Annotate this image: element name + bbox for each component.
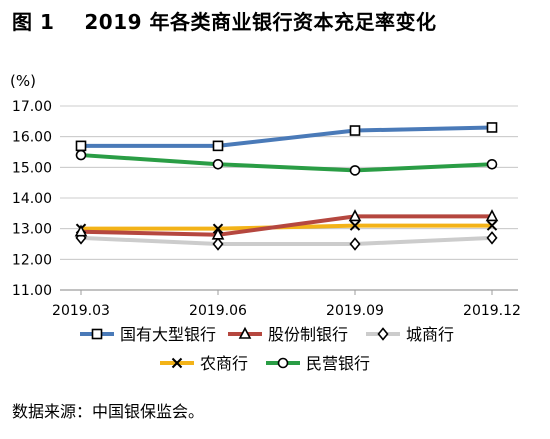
y-tick-label: 15.00 <box>12 160 52 176</box>
legend-label: 城商行 <box>406 325 454 344</box>
data-point-4 <box>349 165 361 176</box>
data-point-1 <box>211 227 225 240</box>
data-point-4 <box>212 158 224 170</box>
data-point-3-stroke <box>486 220 498 231</box>
data-point-2 <box>349 237 361 251</box>
data-point-2 <box>486 231 498 245</box>
data-point-1 <box>348 209 362 222</box>
legend-marker <box>277 357 289 369</box>
data-point-3 <box>349 220 361 231</box>
data-point-3 <box>486 220 498 231</box>
source-note: 数据来源：中国银保监会。 <box>12 402 205 421</box>
legend-item: 农商行 <box>160 354 248 373</box>
y-unit-label: (%) <box>10 72 36 90</box>
legend-marker <box>377 327 389 341</box>
data-point-1 <box>485 209 499 222</box>
legend-marker <box>171 357 183 369</box>
series-line-1 <box>80 214 492 237</box>
legend-item: 股份制银行 <box>228 325 348 344</box>
data-point-1 <box>74 224 88 237</box>
figure-title-text: 2019 年各类商业银行资本充足率变化 <box>84 10 437 34</box>
y-tick-label: 17.00 <box>12 99 52 115</box>
line-chart: (%) 11.00 12.00 13.00 14.00 15.00 16.00 17.00 20… <box>10 72 521 373</box>
y-tick-label: 12.00 <box>12 252 52 268</box>
data-point-4 <box>486 158 498 170</box>
x-tick-label: 2019.03 <box>52 303 110 319</box>
y-tick-label: 16.00 <box>12 130 52 146</box>
data-point-0 <box>212 140 224 152</box>
y-tick-label: 13.00 <box>12 222 52 238</box>
data-point-0 <box>349 125 361 136</box>
series-line-4 <box>80 153 493 173</box>
x-tick-label: 2019.06 <box>189 303 247 319</box>
legend-marker <box>91 328 103 340</box>
legend-label: 农商行 <box>200 354 248 373</box>
legend-item: 国有大型银行 <box>80 325 216 344</box>
legend-label: 股份制银行 <box>268 325 348 344</box>
data-point-4 <box>75 149 87 161</box>
figure-number: 图 1 <box>12 10 55 34</box>
legend-item: 民营银行 <box>266 354 370 373</box>
legend-label: 民营银行 <box>306 354 370 373</box>
series-line-2 <box>80 235 493 246</box>
legend-marker-stroke <box>171 357 183 369</box>
data-point-0 <box>75 140 87 152</box>
x-tick-label: 2019.09 <box>326 303 384 319</box>
x-tick-label: 2019.12 <box>463 303 521 319</box>
y-tick-label: 14.00 <box>12 191 52 207</box>
legend-item: 城商行 <box>366 325 454 344</box>
legend-marker <box>238 326 252 339</box>
data-point-2 <box>212 237 224 251</box>
legend-label: 国有大型银行 <box>120 325 216 344</box>
y-tick-label: 11.00 <box>12 283 52 299</box>
series-line-0 <box>81 125 493 148</box>
data-point-3-stroke <box>349 220 361 231</box>
data-point-0 <box>486 122 498 133</box>
figure-title: 图 1 2019 年各类商业银行资本充足率变化 <box>12 6 437 35</box>
